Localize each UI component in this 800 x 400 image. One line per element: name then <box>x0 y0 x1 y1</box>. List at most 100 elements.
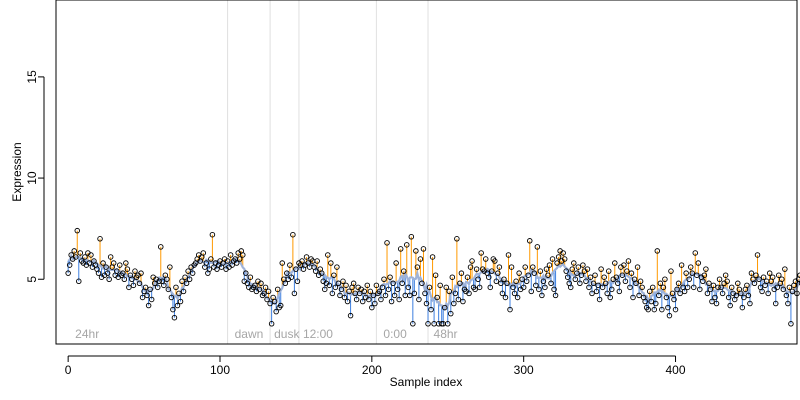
data-point <box>312 268 319 274</box>
data-point <box>754 252 761 258</box>
data-point <box>713 300 720 307</box>
data-point <box>712 294 718 301</box>
x-tick-label: 0 <box>65 363 72 377</box>
data-point <box>350 280 357 287</box>
x-tick-label: 100 <box>210 363 230 377</box>
data-point <box>97 236 103 242</box>
data-point <box>425 321 431 327</box>
data-point <box>654 248 661 254</box>
data-point <box>113 268 120 274</box>
data-point <box>511 290 518 297</box>
x-axis-label: Sample index <box>390 375 463 389</box>
data-point <box>602 280 609 287</box>
data-point <box>571 260 577 266</box>
data-point <box>441 304 448 311</box>
data-point <box>124 266 131 272</box>
data-point <box>382 292 389 299</box>
data-point <box>326 282 333 289</box>
data-point <box>299 258 305 264</box>
data-point <box>733 292 740 299</box>
data-point <box>683 270 689 276</box>
data-point <box>429 254 436 260</box>
data-point <box>449 274 456 280</box>
data-point <box>361 288 367 295</box>
data-point <box>694 272 700 278</box>
data-point <box>451 300 457 307</box>
data-point <box>168 294 175 301</box>
data-point <box>103 264 109 270</box>
data-point <box>636 292 642 299</box>
data-point <box>332 284 339 291</box>
data-point <box>165 286 172 293</box>
data-point <box>677 290 683 297</box>
data-point <box>126 284 132 291</box>
data-point <box>695 260 702 266</box>
data-point <box>748 270 755 276</box>
data-point <box>671 296 677 303</box>
data-point <box>329 290 336 297</box>
data-point <box>303 254 310 260</box>
data-point <box>271 298 278 305</box>
data-point <box>353 296 360 303</box>
data-point <box>282 280 289 287</box>
data-point <box>284 270 290 276</box>
data-point <box>388 298 395 305</box>
data-point <box>411 290 418 297</box>
data-point <box>369 304 375 311</box>
y-tick-label: 10 <box>25 171 39 185</box>
data-point <box>577 280 583 287</box>
data-point <box>469 258 475 264</box>
data-point <box>669 290 676 297</box>
data-point <box>528 288 535 295</box>
data-point <box>496 264 503 270</box>
data-point <box>265 288 272 295</box>
data-point <box>438 321 445 327</box>
y-tick-label: 5 <box>25 276 39 283</box>
data-point <box>290 231 296 238</box>
data-point <box>294 278 301 285</box>
data-point <box>390 280 396 287</box>
data-point <box>391 292 398 299</box>
data-point <box>144 292 150 299</box>
data-point <box>370 292 377 299</box>
data-point <box>334 264 340 270</box>
data-point <box>372 300 378 307</box>
data-point <box>200 250 207 256</box>
data-point <box>783 292 790 299</box>
data-point <box>706 280 712 287</box>
y-tick-label: 15 <box>25 70 39 84</box>
data-point <box>393 260 399 266</box>
data-point <box>185 268 191 274</box>
data-point <box>88 252 94 258</box>
data-point <box>543 266 550 272</box>
data-point <box>542 284 548 291</box>
data-point <box>432 272 439 278</box>
data-point <box>584 266 591 272</box>
data-point <box>568 284 574 291</box>
data-point <box>420 246 427 252</box>
data-point <box>537 268 544 274</box>
data-point <box>452 290 459 297</box>
data-point <box>510 284 516 291</box>
data-point <box>164 276 170 282</box>
y-axis-label: Expression <box>10 142 24 201</box>
data-point <box>598 266 604 272</box>
data-point <box>785 300 791 307</box>
data-point <box>697 286 703 293</box>
point-layer <box>65 227 800 327</box>
data-point <box>445 321 451 327</box>
data-point <box>605 268 612 274</box>
data-point <box>580 262 586 268</box>
data-point <box>601 274 607 280</box>
data-point <box>66 262 73 268</box>
data-point <box>189 270 196 276</box>
data-point <box>72 254 79 260</box>
data-point <box>161 282 167 289</box>
data-point <box>182 274 188 280</box>
data-point <box>616 288 623 295</box>
data-point <box>65 270 71 276</box>
data-point <box>627 284 633 291</box>
data-point <box>519 276 525 282</box>
phase-label: 0:00 <box>383 327 407 341</box>
data-point <box>651 306 658 313</box>
